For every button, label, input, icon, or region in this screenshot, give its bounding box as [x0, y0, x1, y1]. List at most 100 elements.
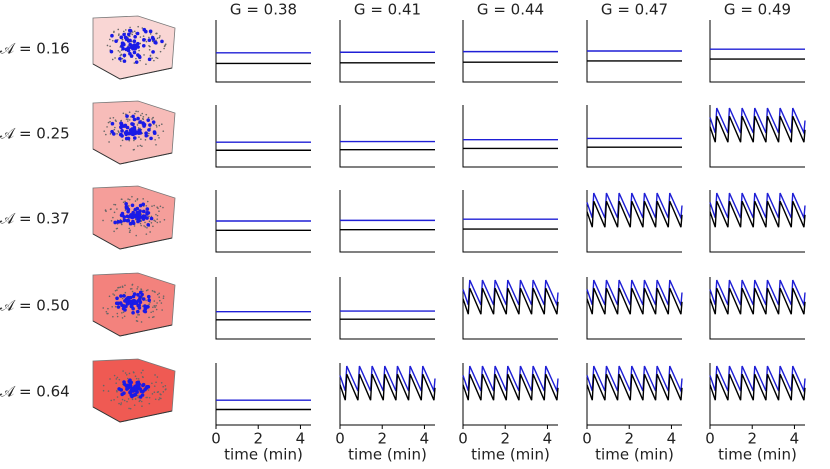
- cell-dot: [151, 120, 156, 124]
- lattice-dot: [148, 396, 151, 399]
- lattice-dot: [111, 305, 114, 308]
- lattice-dot: [159, 221, 161, 223]
- lattice-dot: [114, 305, 117, 308]
- lattice-dot: [162, 385, 164, 388]
- row-label: 𝒜 = 0.25: [0, 125, 70, 143]
- cell-dot: [119, 35, 124, 40]
- lattice-dot: [162, 130, 165, 132]
- cell-dot: [137, 384, 141, 389]
- lattice-dot: [137, 286, 139, 288]
- x-tick-label: 0: [211, 430, 221, 448]
- lattice-dot: [158, 296, 161, 298]
- cube: [92, 100, 176, 165]
- lattice-dot: [113, 211, 116, 214]
- x-tick-label: 2: [253, 430, 263, 448]
- cell-dot: [131, 114, 135, 119]
- lattice-dot: [130, 116, 132, 118]
- lattice-dot: [155, 308, 158, 311]
- lattice-dot: [134, 218, 137, 221]
- lattice-dot: [155, 32, 157, 35]
- trace: [462, 279, 559, 308]
- cube-edge: [92, 406, 173, 423]
- x-tick-label: 2: [500, 430, 510, 448]
- lattice-dot: [147, 389, 150, 391]
- lattice-dot: [120, 119, 122, 122]
- axes: [215, 190, 311, 253]
- lattice-dot: [131, 290, 134, 293]
- lattice-dot: [148, 316, 150, 319]
- axes: [709, 277, 805, 340]
- cube: [92, 358, 176, 423]
- lattice-dot: [116, 132, 118, 135]
- lattice-dot: [138, 136, 140, 138]
- cell-dot: [118, 56, 122, 61]
- cell-dot: [131, 122, 135, 127]
- lattice-dot: [114, 203, 117, 206]
- cell-dot: [152, 130, 157, 134]
- cell-dot: [128, 299, 133, 304]
- lattice-dot: [136, 288, 139, 290]
- lattice-dot: [159, 50, 162, 53]
- axes: [339, 277, 435, 340]
- lattice-dot: [132, 371, 135, 373]
- cell-dot: [141, 43, 146, 48]
- cell-dot: [148, 29, 153, 34]
- trace: [339, 365, 436, 394]
- lattice-dot: [151, 118, 153, 120]
- lattice-dot: [163, 47, 165, 50]
- x-tick-label: 2: [377, 430, 387, 448]
- cube-edge: [92, 233, 173, 250]
- cell-dot: [143, 309, 148, 314]
- lattice-dot: [151, 290, 154, 292]
- axes: [462, 277, 558, 340]
- lattice-dot: [139, 36, 142, 38]
- lattice-dot: [120, 402, 123, 404]
- trace: [339, 373, 436, 401]
- cell-dot: [124, 298, 129, 303]
- lattice-dot: [142, 117, 144, 120]
- lattice-dot: [155, 126, 158, 128]
- lattice-dot: [161, 309, 163, 311]
- lattice-dot: [119, 51, 121, 53]
- cell-dot: [122, 59, 127, 63]
- lattice-dot: [113, 398, 115, 401]
- cell-dot: [126, 218, 131, 223]
- lattice-dot: [162, 391, 165, 393]
- lattice-dot: [104, 209, 107, 212]
- cell-dot: [132, 214, 136, 219]
- trace: [709, 279, 806, 308]
- lattice-dot: [141, 305, 144, 307]
- cell-dot: [160, 39, 164, 44]
- lattice-dot: [110, 219, 113, 222]
- lattice-dot: [117, 34, 120, 37]
- lattice-dot: [110, 399, 113, 402]
- lattice-dot: [156, 221, 159, 224]
- lattice-dot: [156, 376, 159, 378]
- lattice-dot: [128, 205, 130, 207]
- cell-dot: [116, 305, 121, 309]
- x-tick-label: 0: [335, 430, 345, 448]
- lattice-dot: [158, 36, 161, 39]
- cell-dot: [151, 50, 155, 54]
- lattice-dot: [116, 289, 118, 291]
- lattice-dot: [137, 378, 140, 380]
- lattice-dot: [141, 27, 144, 29]
- lattice-dot: [133, 30, 136, 33]
- lattice-dot: [144, 139, 147, 141]
- lattice-dot: [137, 396, 139, 399]
- trace: [586, 192, 683, 221]
- lattice-dot: [122, 30, 125, 33]
- lattice-dot: [116, 396, 119, 398]
- lattice-dot: [112, 293, 114, 295]
- lattice-dot: [156, 37, 159, 40]
- lattice-dot: [162, 295, 165, 297]
- lattice-dot: [133, 404, 136, 406]
- lattice-dot: [148, 220, 151, 223]
- cell-dot: [125, 214, 130, 219]
- cell-dot: [122, 32, 126, 37]
- lattice-dot: [117, 49, 120, 52]
- lattice-dot: [158, 210, 160, 212]
- trace: [709, 107, 806, 136]
- x-tick-label: 4: [667, 430, 677, 448]
- axes: [339, 20, 435, 83]
